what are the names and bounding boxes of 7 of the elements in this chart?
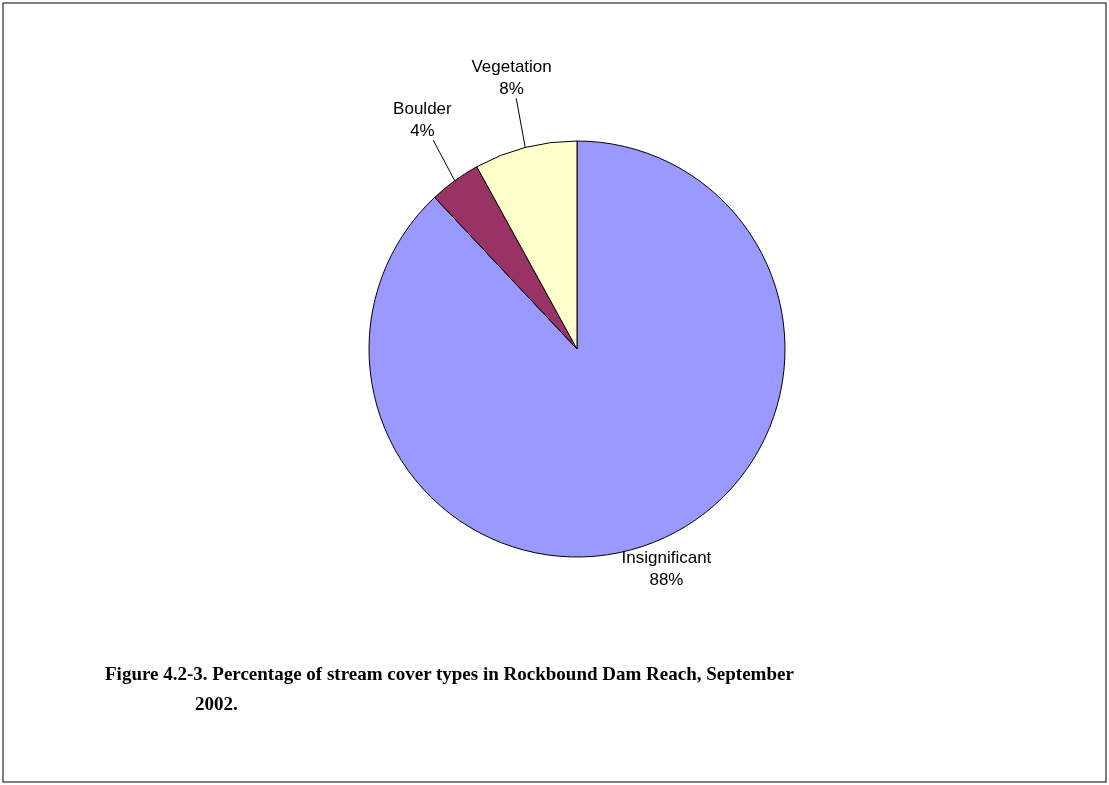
data-label: 8% — [499, 79, 524, 99]
text: Figure 4.2-3. Percentage of stream cover types in Rockbound Dam Reach, September 2002. — [105, 663, 795, 714]
slice-label: Insignificant — [621, 547, 712, 567]
slice-label: Boulder — [393, 99, 453, 119]
data-label: 4% — [410, 121, 435, 141]
data-label: 88% — [649, 569, 684, 589]
slice-label: Vegetation — [471, 57, 552, 77]
